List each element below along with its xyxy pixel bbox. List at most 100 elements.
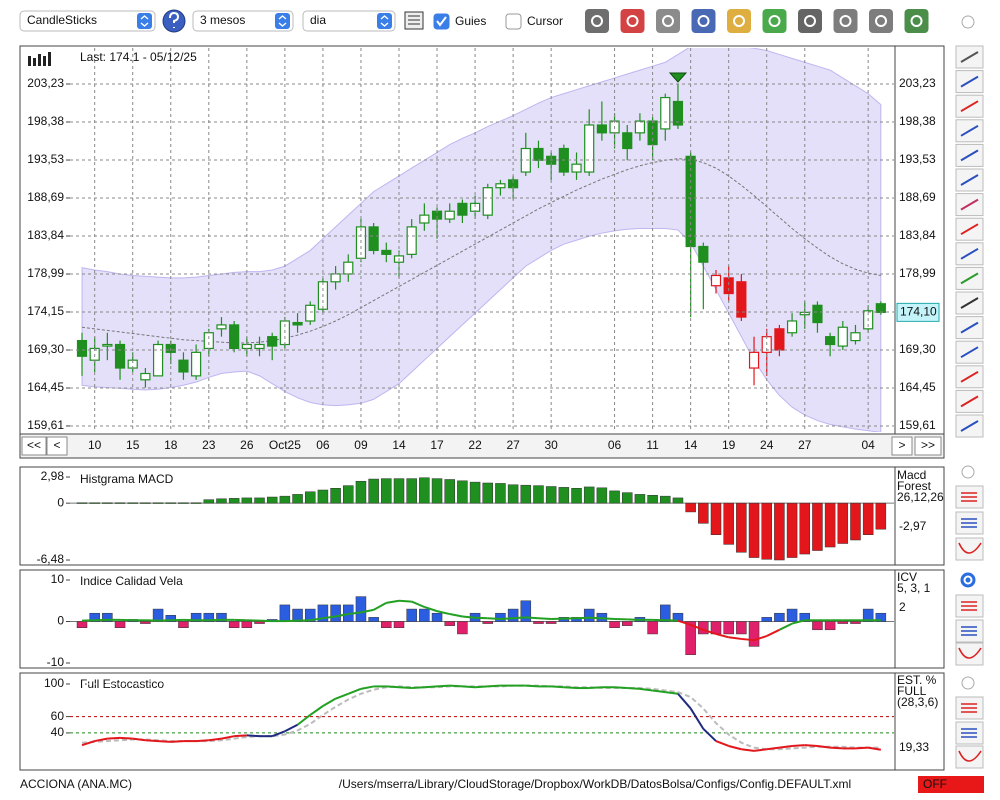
icv-line [728, 636, 742, 640]
candle-body [444, 210, 455, 220]
icv-line [487, 617, 501, 621]
x-tick-label: 06 [608, 438, 622, 452]
tool-glyph [960, 100, 979, 113]
save-button[interactable] [691, 9, 716, 33]
nav-button-label: < [53, 438, 60, 452]
y-tick-label: 203,23 [27, 76, 64, 90]
stochastic-k-line [94, 737, 108, 743]
nav-button[interactable] [914, 436, 942, 456]
calendar-glyph [910, 15, 923, 27]
indicator-button[interactable] [955, 642, 984, 666]
stochastic-k-line [436, 684, 450, 688]
y-tick-label-right: 169,30 [899, 342, 936, 356]
histogram-bar [647, 621, 658, 635]
histogram-bar [685, 621, 696, 655]
stochastic-k-line [551, 685, 564, 689]
histogram-bar [710, 502, 722, 535]
histogram-bar [102, 612, 113, 622]
histogram-bar [495, 483, 506, 504]
histogram-bar [786, 502, 798, 558]
period-select[interactable] [192, 10, 294, 32]
indicator-glyph [961, 626, 977, 636]
icv-line [677, 619, 691, 626]
histogram-bar [660, 495, 671, 504]
histogram-bar [102, 502, 113, 504]
guides-checkbox-label: Guies [455, 14, 486, 28]
euro-button[interactable] [833, 9, 858, 33]
tool-glyph [960, 198, 979, 211]
stochastic-k-line [766, 746, 780, 751]
histogram-bar [178, 621, 189, 628]
histogram-bar [862, 502, 874, 535]
indicator-button[interactable] [955, 537, 984, 561]
histogram-bar [786, 608, 798, 622]
stochastic-k-line [627, 687, 640, 690]
panel-radio-dot [965, 577, 971, 583]
tool-glyph [960, 51, 979, 63]
y-tick-label-right: 164,45 [899, 380, 936, 394]
nav-button[interactable] [21, 436, 47, 456]
histogram-bar [812, 502, 823, 551]
histogram-bar [254, 497, 265, 504]
icv-line [386, 599, 400, 604]
histogram-bar [89, 502, 100, 504]
nav-button[interactable] [891, 436, 913, 456]
indicator-button[interactable] [955, 745, 984, 769]
panel-readout: -2,97 [899, 519, 927, 533]
indicator-glyph [961, 518, 977, 528]
histogram-bar [761, 617, 772, 622]
candle-body [216, 324, 227, 330]
calendar-button[interactable] [904, 9, 929, 33]
stochastic-k-line [817, 744, 831, 749]
histogram-bar [672, 497, 684, 504]
histogram-bar [660, 604, 671, 622]
state-indicator[interactable] [918, 776, 984, 793]
icv-line [690, 623, 704, 631]
chart-style-select[interactable] [19, 10, 156, 32]
histogram-bar [799, 502, 811, 555]
icv-line [335, 613, 349, 618]
config-path-link[interactable]: /Users/mserra/Library/CloudStorage/Dropb… [339, 777, 851, 791]
y-tick-label-right: 159,61 [899, 418, 936, 432]
x-tick-label: 27 [506, 438, 520, 452]
interval-select-arrow [377, 13, 392, 29]
stochastic-k-line [487, 684, 501, 688]
panel-radio[interactable] [961, 676, 975, 690]
histogram-bar [482, 482, 494, 504]
histogram-bar [304, 491, 316, 504]
histogram-bar [774, 612, 785, 622]
panel-legend: (28,3,6) [897, 695, 938, 709]
histogram-bar [469, 481, 481, 504]
candle-body [343, 261, 354, 275]
trash-button[interactable] [585, 9, 609, 33]
panel-radio[interactable] [961, 15, 975, 29]
y-tick-label: 169,30 [27, 342, 64, 356]
icv-line [741, 637, 755, 642]
delete-button[interactable] [620, 9, 645, 33]
settings-button[interactable] [869, 9, 893, 33]
candle-body [837, 326, 848, 347]
stochastic-k-line [284, 723, 299, 733]
candle-body [114, 343, 126, 369]
open-button[interactable] [727, 9, 751, 33]
candle-body [305, 304, 316, 322]
stochastic-k-line [386, 685, 400, 689]
chart-style-select-text: CandleSticks [27, 13, 97, 27]
interval-select[interactable] [302, 10, 396, 32]
x-tick-label: 18 [164, 438, 178, 452]
update-button[interactable] [798, 9, 822, 33]
icv-line [411, 600, 425, 608]
cursor-checkbox[interactable] [505, 13, 522, 30]
candle-body [584, 124, 595, 173]
print-button[interactable] [656, 9, 680, 33]
nav-button-label: << [27, 438, 41, 452]
refresh-button[interactable] [762, 9, 787, 33]
histogram-bar [241, 497, 253, 504]
panel-radio[interactable] [961, 465, 975, 479]
stochastic-k-line [246, 734, 260, 738]
icv-line [513, 616, 526, 620]
nav-button[interactable] [46, 436, 68, 456]
candle-body [748, 351, 760, 369]
panel-title: Indice Calidad Vela [80, 574, 183, 588]
